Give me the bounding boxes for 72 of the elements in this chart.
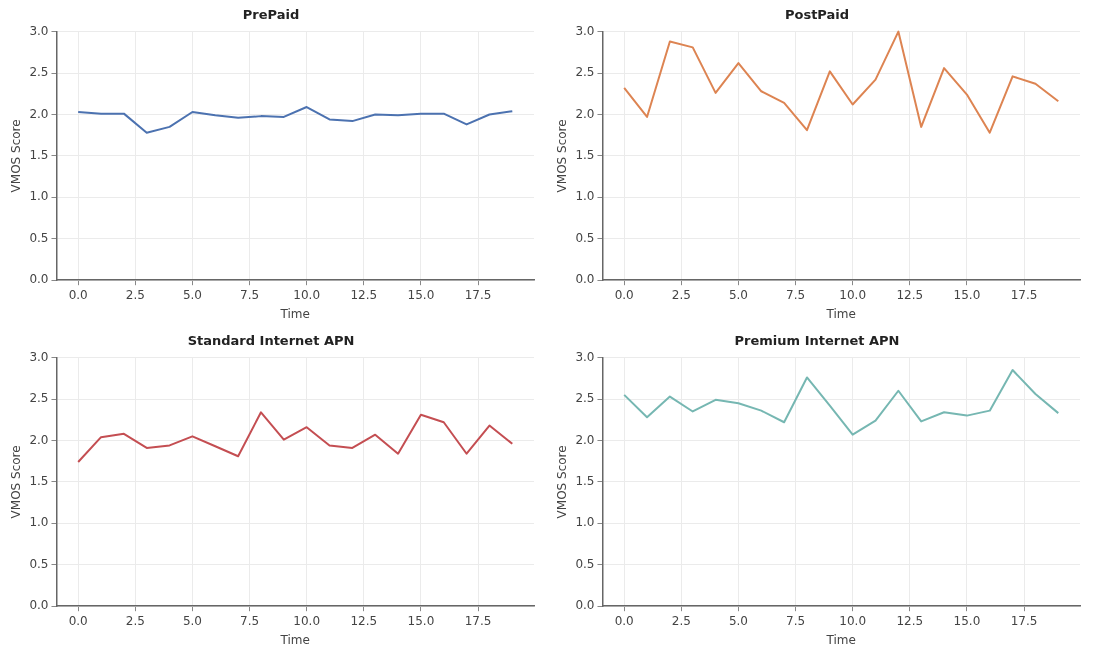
y-tick-label: 3.0 [575, 349, 595, 364]
x-tick-label: 12.5 [896, 287, 924, 302]
x-tick-label: 10.0 [839, 613, 867, 628]
chart-title: Premium Internet APN [734, 333, 900, 349]
x-tick-label: 2.5 [125, 287, 145, 302]
y-tick-label: 0.0 [29, 272, 49, 287]
y-tick-label: 2.5 [575, 391, 595, 406]
y-tick-label: 2.5 [29, 391, 49, 406]
y-tick-label: 3.0 [29, 349, 49, 364]
y-axis-title: VMOS Score [9, 119, 24, 193]
y-tick-label: 2.0 [575, 432, 595, 447]
y-axis-title: VMOS Score [555, 119, 570, 193]
y-tick-label: 3.0 [575, 23, 595, 38]
y-tick-label: 1.5 [29, 474, 49, 489]
x-axis-title: Time [825, 632, 856, 647]
x-tick-label: 2.5 [125, 613, 145, 628]
y-tick-label: 1.0 [575, 515, 595, 530]
y-tick-label: 0.0 [29, 598, 49, 613]
y-tick-label: 0.5 [29, 556, 49, 571]
x-tick-label: 5.0 [182, 613, 202, 628]
chart-title: PrePaid [242, 7, 300, 23]
x-tick-label: 5.0 [728, 613, 748, 628]
x-tick-label: 15.0 [407, 613, 435, 628]
y-tick-label: 1.5 [575, 474, 595, 489]
x-tick-label: 10.0 [293, 613, 321, 628]
y-tick-label: 0.0 [575, 598, 595, 613]
y-axis-title: VMOS Score [9, 445, 24, 519]
y-tick-label: 2.0 [29, 106, 49, 121]
x-tick-label: 10.0 [293, 287, 321, 302]
y-tick-label: 2.5 [29, 65, 49, 80]
y-tick-label: 2.0 [29, 432, 49, 447]
x-tick-label: 7.5 [786, 613, 806, 628]
x-axis-title: Time [279, 306, 310, 321]
x-tick-label: 17.5 [1010, 287, 1038, 302]
x-tick-label: 5.0 [728, 287, 748, 302]
x-tick-label: 5.0 [182, 287, 202, 302]
x-tick-label: 7.5 [240, 287, 260, 302]
y-tick-label: 1.5 [29, 148, 49, 163]
y-tick-label: 0.0 [575, 272, 595, 287]
x-tick-label: 7.5 [786, 287, 806, 302]
y-tick-label: 3.0 [29, 23, 49, 38]
x-tick-label: 0.0 [68, 287, 88, 302]
x-axis-title: Time [279, 632, 310, 647]
chart-title: Standard Internet APN [187, 333, 355, 349]
x-tick-label: 15.0 [953, 613, 981, 628]
y-tick-label: 2.5 [575, 65, 595, 80]
x-tick-label: 2.5 [671, 287, 691, 302]
chart-title: PostPaid [784, 7, 850, 23]
x-tick-label: 17.5 [464, 287, 492, 302]
y-tick-label: 1.0 [575, 189, 595, 204]
x-tick-label: 2.5 [671, 613, 691, 628]
x-tick-label: 7.5 [240, 613, 260, 628]
y-tick-label: 1.0 [29, 515, 49, 530]
x-tick-label: 17.5 [464, 613, 492, 628]
x-tick-label: 12.5 [350, 613, 378, 628]
x-tick-label: 15.0 [407, 287, 435, 302]
y-tick-label: 0.5 [575, 556, 595, 571]
x-tick-label: 17.5 [1010, 613, 1038, 628]
y-tick-label: 0.5 [575, 230, 595, 245]
y-tick-label: 1.5 [575, 148, 595, 163]
x-tick-label: 15.0 [953, 287, 981, 302]
x-axis-title: Time [825, 306, 856, 321]
y-axis-title: VMOS Score [555, 445, 570, 519]
x-tick-label: 0.0 [614, 613, 634, 628]
y-tick-label: 2.0 [575, 106, 595, 121]
y-tick-label: 0.5 [29, 230, 49, 245]
x-tick-label: 12.5 [896, 613, 924, 628]
x-tick-label: 10.0 [839, 287, 867, 302]
y-tick-label: 1.0 [29, 189, 49, 204]
x-tick-label: 0.0 [614, 287, 634, 302]
x-tick-label: 12.5 [350, 287, 378, 302]
x-tick-label: 0.0 [68, 613, 88, 628]
